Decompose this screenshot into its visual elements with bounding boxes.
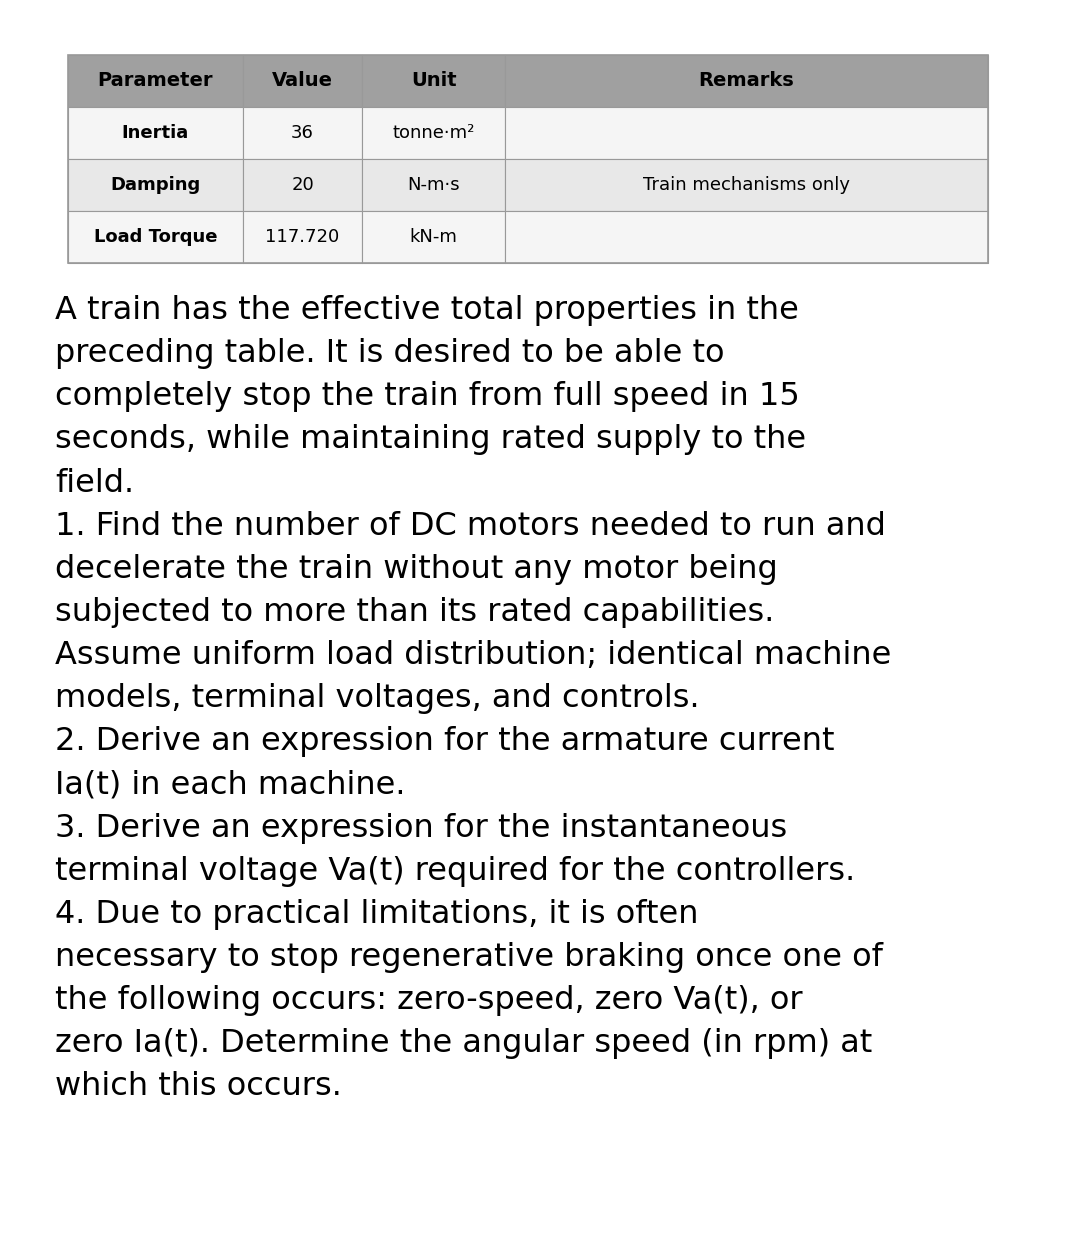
- Text: 3. Derive an expression for the instantaneous: 3. Derive an expression for the instanta…: [55, 812, 787, 844]
- Text: Assume uniform load distribution; identical machine: Assume uniform load distribution; identi…: [55, 640, 891, 671]
- Text: Train mechanisms only: Train mechanisms only: [643, 176, 850, 193]
- Bar: [68, 211, 243, 263]
- Bar: [68, 158, 243, 211]
- Text: Damping: Damping: [110, 176, 201, 193]
- Text: field.: field.: [55, 468, 134, 498]
- Text: 1. Find the number of DC motors needed to run and: 1. Find the number of DC motors needed t…: [55, 510, 886, 542]
- Text: Remarks: Remarks: [699, 71, 795, 91]
- Text: Unit: Unit: [410, 71, 457, 91]
- Bar: [68, 55, 988, 263]
- Bar: [68, 107, 243, 158]
- Text: Value: Value: [272, 71, 333, 91]
- Bar: [243, 158, 363, 211]
- Text: which this occurs.: which this occurs.: [55, 1071, 342, 1102]
- Bar: [505, 211, 988, 263]
- Bar: [363, 211, 505, 263]
- Text: seconds, while maintaining rated supply to the: seconds, while maintaining rated supply …: [55, 424, 806, 456]
- Text: kN-m: kN-m: [409, 228, 458, 246]
- Text: 20: 20: [292, 176, 314, 193]
- Bar: [243, 211, 363, 263]
- Text: 2. Derive an expression for the armature current: 2. Derive an expression for the armature…: [55, 726, 835, 758]
- Text: 117.720: 117.720: [266, 228, 340, 246]
- Text: Load Torque: Load Torque: [94, 228, 217, 246]
- Bar: [243, 107, 363, 158]
- Bar: [505, 55, 988, 107]
- Bar: [505, 107, 988, 158]
- Bar: [363, 107, 505, 158]
- Text: subjected to more than its rated capabilities.: subjected to more than its rated capabil…: [55, 597, 774, 628]
- Text: N-m·s: N-m·s: [407, 176, 460, 193]
- Text: necessary to stop regenerative braking once one of: necessary to stop regenerative braking o…: [55, 942, 882, 973]
- Text: Inertia: Inertia: [122, 124, 189, 142]
- Text: tonne·m²: tonne·m²: [392, 124, 475, 142]
- Text: Ia(t) in each machine.: Ia(t) in each machine.: [55, 769, 405, 800]
- Text: zero Ia(t). Determine the angular speed (in rpm) at: zero Ia(t). Determine the angular speed …: [55, 1028, 873, 1060]
- Text: 4. Due to practical limitations, it is often: 4. Due to practical limitations, it is o…: [55, 899, 699, 930]
- Bar: [68, 55, 243, 107]
- Text: Parameter: Parameter: [97, 71, 213, 91]
- Text: preceding table. It is desired to be able to: preceding table. It is desired to be abl…: [55, 338, 725, 369]
- Text: the following occurs: zero-speed, zero Va(t), or: the following occurs: zero-speed, zero V…: [55, 985, 802, 1016]
- Bar: [363, 55, 505, 107]
- Text: completely stop the train from full speed in 15: completely stop the train from full spee…: [55, 381, 800, 412]
- Bar: [363, 158, 505, 211]
- Text: models, terminal voltages, and controls.: models, terminal voltages, and controls.: [55, 683, 700, 714]
- Text: terminal voltage Va(t) required for the controllers.: terminal voltage Va(t) required for the …: [55, 856, 855, 886]
- Bar: [505, 158, 988, 211]
- Text: 36: 36: [292, 124, 314, 142]
- Text: A train has the effective total properties in the: A train has the effective total properti…: [55, 295, 799, 326]
- Text: decelerate the train without any motor being: decelerate the train without any motor b…: [55, 554, 778, 585]
- Bar: [243, 55, 363, 107]
